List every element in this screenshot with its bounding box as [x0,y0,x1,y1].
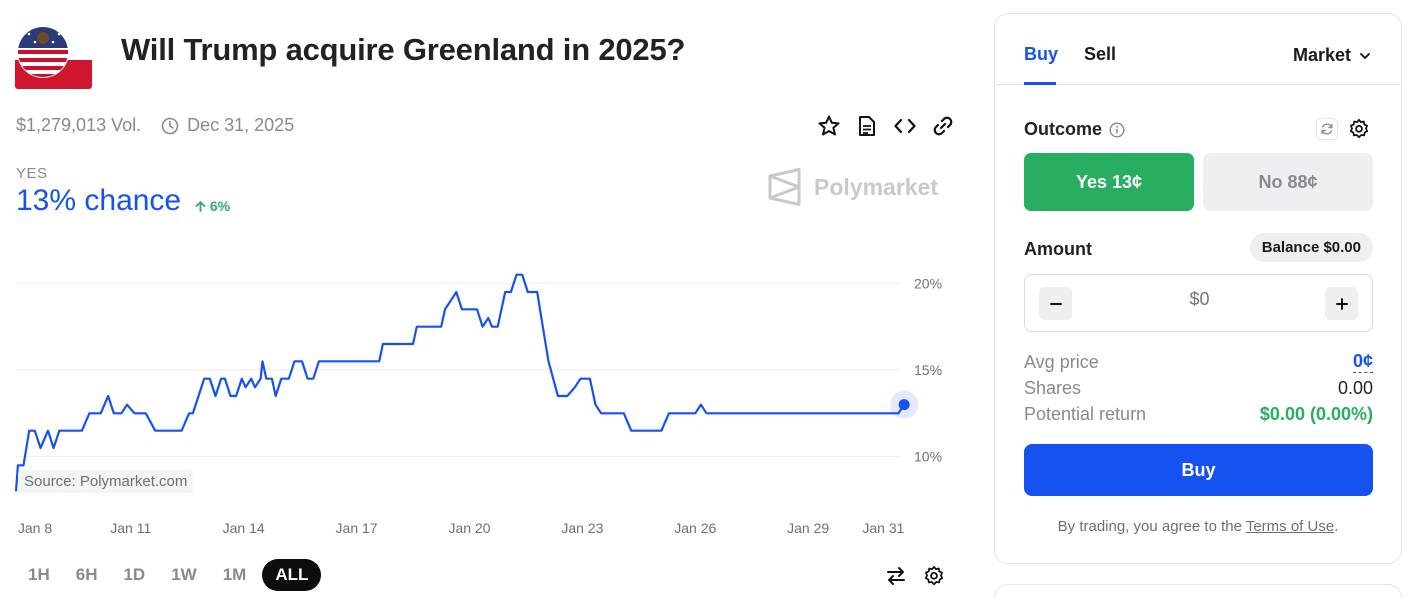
plus-icon [1335,297,1348,310]
shares-value: 0.00 [1337,378,1373,398]
terms-prefix: By trading, you agree to the [1057,518,1246,535]
potential-return-value: $0.00 (0.00%) [1259,404,1373,424]
tab-buy[interactable]: Buy [1024,44,1059,64]
x-tick-label: Jan 29 [787,520,829,536]
series-line [14,273,906,492]
y-tick-label: 20% [914,275,942,291]
document-icon[interactable] [854,113,880,139]
market-actions [816,113,956,139]
trade-panel: Buy Sell Market Outcome Yes 13¢ No 88¢ A… [994,13,1402,564]
polymarket-logo-icon [768,168,801,206]
x-tick-label: Jan 14 [223,520,265,536]
refresh-icon[interactable] [1316,118,1338,140]
x-tick-label: Jan 31 [862,520,904,536]
current-point [898,399,910,411]
secondary-panel [994,584,1402,598]
outcome-label: YES [16,165,48,182]
increment-button[interactable] [1325,287,1358,320]
outcome-label-text: Outcome [1024,119,1103,139]
x-tick-label: Jan 23 [561,520,603,536]
link-icon[interactable] [930,113,956,139]
market-icon [15,26,93,90]
time-range-1w[interactable]: 1W [171,565,197,584]
decrement-button[interactable] [1039,287,1072,320]
polymarket-watermark: Polymarket [768,168,938,206]
active-tab-indicator [1024,82,1056,85]
order-type-label: Market [1292,45,1351,65]
shares-label: Shares [1024,378,1082,398]
market-meta: $1,279,013 Vol. Dec 31, 2025 [16,115,294,136]
chart-source: Source: Polymarket.com [18,470,194,493]
price-chart[interactable]: 10% 15% 20% Jan 8 Jan 11 Jan 14 Jan 17 Jan 20 Ja… [0,240,960,540]
page-title: Will Trump acquire Greenland in 2025? [121,32,686,67]
time-range-1h[interactable]: 1H [28,565,50,584]
trade-settings-icon[interactable] [1348,118,1370,140]
arrow-up-icon [195,200,206,212]
chance-value: 13% chance [16,184,182,217]
swap-icon[interactable] [884,564,908,588]
avg-price-value[interactable]: 0¢ [1352,351,1373,373]
x-tick-label: Jan 20 [448,520,490,536]
terms-suffix: . [1334,518,1339,535]
x-tick-label: Jan 17 [336,520,378,536]
brand-name: Polymarket [814,173,939,200]
settings-icon[interactable] [922,564,946,588]
avg-price-label: Avg price [1024,352,1099,372]
terms-of-use-link[interactable]: Terms of Use [1245,518,1335,535]
balance-badge: Balance $0.00 [1249,233,1373,262]
amount-input[interactable] [1085,289,1314,310]
time-range-1m[interactable]: 1M [222,565,247,584]
time-range-1d[interactable]: 1D [123,565,146,584]
x-tick-label: Jan 26 [674,520,716,536]
end-date-text: Dec 31, 2025 [187,115,295,135]
terms-notice: By trading, you agree to the Terms of Us… [995,518,1401,535]
shares-row: Shares 0.00 [1024,378,1373,399]
chevron-down-icon [1360,52,1370,59]
tab-sell[interactable]: Sell [1084,44,1117,64]
y-tick-label: 10% [914,449,942,465]
time-range-6h[interactable]: 6H [75,565,98,584]
potential-return-row: Potential return $0.00 (0.00%) [1024,404,1373,425]
info-icon[interactable] [1109,121,1125,138]
buy-button[interactable]: Buy [1024,444,1373,496]
time-range-all[interactable]: ALL [262,559,322,591]
amount-field [1024,274,1373,332]
order-type-dropdown[interactable]: Market [1293,45,1371,66]
clock-icon [161,117,179,134]
time-range-selector: 1H 6H 1D 1W 1M ALL [18,559,322,591]
amount-label: Amount [1024,239,1092,259]
code-icon[interactable] [892,113,918,139]
potential-return-label: Potential return [1024,404,1147,424]
star-icon[interactable] [816,113,842,139]
outcome-section-label: Outcome [1024,119,1125,140]
chart-tools [884,564,946,588]
volume-text: $1,279,013 Vol. [16,115,142,135]
minus-icon [1049,302,1062,305]
x-tick-label: Jan 8 [18,520,52,536]
avg-price-row: Avg price 0¢ [1024,352,1373,373]
outcome-tools [1316,118,1370,140]
chance-change: 6% [195,198,230,214]
y-tick-label: 15% [914,362,942,378]
trade-tabs: Buy Sell Market [995,14,1401,85]
no-button[interactable]: No 88¢ [1203,153,1373,211]
yes-button[interactable]: Yes 13¢ [1024,153,1194,211]
chance-change-value: 6% [209,198,231,214]
x-tick-label: Jan 11 [110,520,151,536]
